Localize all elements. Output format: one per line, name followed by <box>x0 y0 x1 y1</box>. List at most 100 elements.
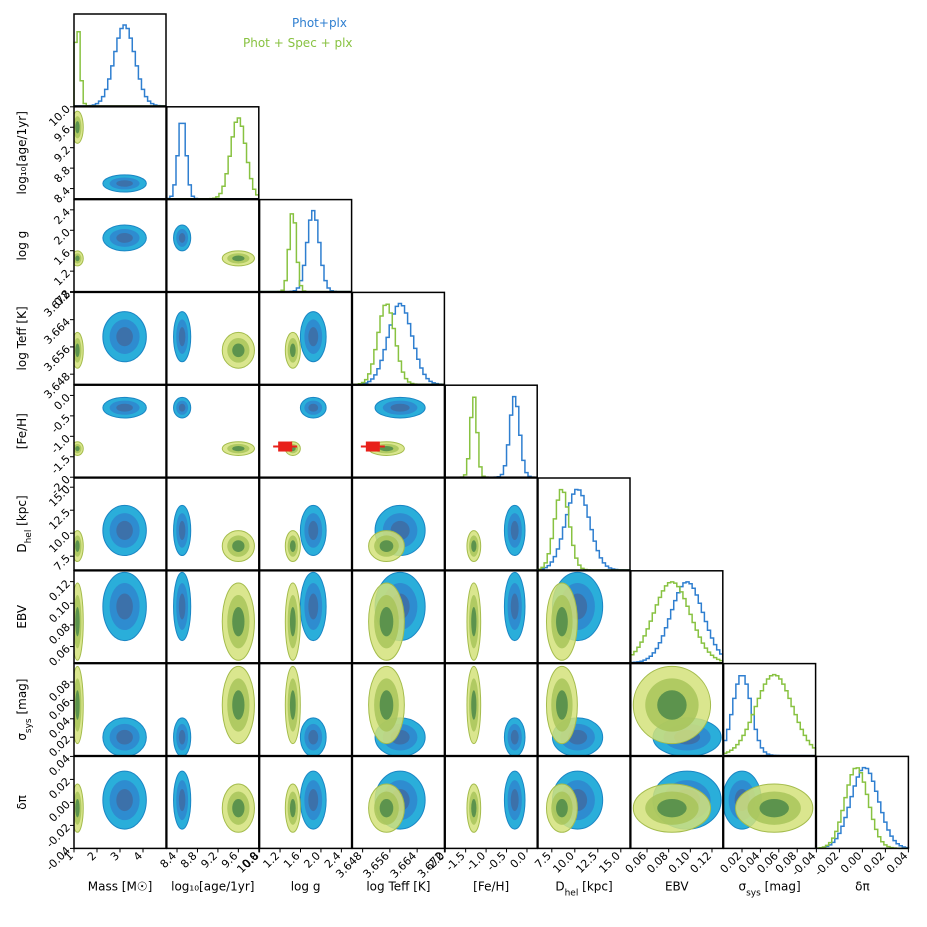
y-tick-label: -0.02 <box>44 821 73 850</box>
contour-green-level-2 <box>471 690 477 720</box>
panel-frame <box>258 570 353 664</box>
x-tick-label: -0.02 <box>812 849 841 878</box>
y-axis-label-sigma: σsys [mag] <box>15 679 34 741</box>
contour-green-level-2 <box>289 540 296 552</box>
legend-entry-phot-plx: Phot+plx <box>292 16 347 30</box>
panel-sigma-vs-teff <box>351 662 446 757</box>
contour-blue-level-2 <box>178 593 186 620</box>
panel-frame <box>630 755 724 850</box>
contour-blue-level-2 <box>390 403 410 412</box>
contour-group <box>284 571 327 661</box>
contour-group <box>173 571 255 661</box>
panel-feh-vs-feh <box>444 384 538 478</box>
histogram-green-teff <box>351 303 445 386</box>
contour-green-level-2 <box>657 690 687 720</box>
panel-frame <box>258 662 353 757</box>
y-axis-label-feh: [Fe/H] <box>15 413 29 449</box>
panel-sigma-vs-age <box>166 662 260 757</box>
contour-group <box>368 665 426 756</box>
x-axis-label-dhel: Dhel [kpc] <box>555 879 612 898</box>
x-tick-label: 3.664 <box>388 849 419 880</box>
panel-feh-vs-teff <box>351 384 446 478</box>
contour-group <box>545 770 604 833</box>
y-tick-label: -1.0 <box>49 432 73 456</box>
contour-blue-level-2 <box>178 233 186 243</box>
contour-green-level-2 <box>379 690 394 720</box>
y-tick-label: 1.6 <box>51 246 73 268</box>
y-axis-label-dhel: Dhel [kpc] <box>15 495 34 552</box>
contour-green-level-2 <box>75 606 80 637</box>
contour-green-level-2 <box>232 343 245 358</box>
y-tick-label: 12.5 <box>46 506 73 533</box>
contour-group <box>284 770 327 833</box>
y-tick-label: 0.06 <box>46 642 73 669</box>
panel-ebv-vs-teff <box>351 570 446 664</box>
contour-green-level-2 <box>75 121 80 134</box>
x-tick-label: -0.5 <box>484 849 508 873</box>
x-tick-label: 3.656 <box>361 849 392 880</box>
contour-group <box>74 504 147 563</box>
contour-group <box>545 571 604 661</box>
histogram-blue-age <box>166 122 259 200</box>
panel-frame <box>258 477 353 571</box>
panel-dhel-vs-feh <box>444 477 538 571</box>
x-tick-label: 1.2 <box>261 849 283 871</box>
x-tick-label: 10.0 <box>550 849 577 876</box>
contour-group <box>74 665 147 756</box>
histogram-green-ebv <box>630 581 724 663</box>
x-tick-label: 0.06 <box>623 849 650 876</box>
panel-frame <box>351 291 446 386</box>
x-tick-label: 8.8 <box>178 849 200 871</box>
x-tick-label: 0.04 <box>884 849 911 876</box>
contour-blue-level-2 <box>116 520 133 541</box>
panel-frame <box>351 384 446 478</box>
panel-frame <box>258 291 353 386</box>
contour-green-level-2 <box>379 798 394 818</box>
panel-frame <box>351 755 446 850</box>
panel-frame <box>258 755 353 850</box>
panel-sigma-vs-dhel <box>537 662 631 757</box>
panel-frame <box>444 477 538 571</box>
x-tick-label: 0.08 <box>644 849 671 876</box>
x-tick-label: -1.5 <box>443 849 467 873</box>
contour-blue-level-2 <box>308 593 319 620</box>
x-tick-label: 0.02 <box>861 849 888 876</box>
contour-group <box>284 311 327 369</box>
contour-green-level-2 <box>232 540 245 552</box>
y-axis-label-logg: log g <box>15 231 29 261</box>
contour-group <box>632 770 722 833</box>
contour-green-level-2 <box>759 798 789 818</box>
contour-green-level-2 <box>556 798 568 818</box>
panel-teff-vs-logg <box>258 291 353 386</box>
contour-group <box>74 224 147 267</box>
panel-frame <box>166 570 260 664</box>
panel-feh-vs-mass: -2.0-1.5-1.0-0.50.0[Fe/H] <box>15 384 167 497</box>
panel-frame <box>444 755 538 850</box>
panel-frame <box>166 291 260 386</box>
y-tick-label: 2.0 <box>51 226 73 248</box>
contour-group <box>545 665 604 756</box>
contour-green-level-2 <box>75 540 80 552</box>
contour-group <box>173 770 255 833</box>
x-tick-label: 12.5 <box>573 849 600 876</box>
contour-blue-level-2 <box>116 729 133 745</box>
contour-group <box>74 396 147 456</box>
contour-green-level-2 <box>232 798 245 818</box>
y-tick-label: -0.5 <box>49 412 73 436</box>
contour-green-level-2 <box>471 540 477 552</box>
contour-green-level-2 <box>232 445 245 452</box>
contour-green-level-2 <box>75 798 80 818</box>
contour-blue-level-2 <box>116 403 133 412</box>
y-tick-label: 3.664 <box>41 315 72 346</box>
x-tick-label: 15.0 <box>596 849 623 876</box>
panel-logg-vs-logg <box>258 198 353 293</box>
panel-frame <box>166 755 260 850</box>
panel-frame <box>258 384 353 478</box>
panel-frame <box>537 570 631 664</box>
contour-blue-level-2 <box>178 729 186 745</box>
y-axis-label-age: log₁₀[age/1yr] <box>15 111 29 194</box>
panel-frame <box>73 198 167 293</box>
